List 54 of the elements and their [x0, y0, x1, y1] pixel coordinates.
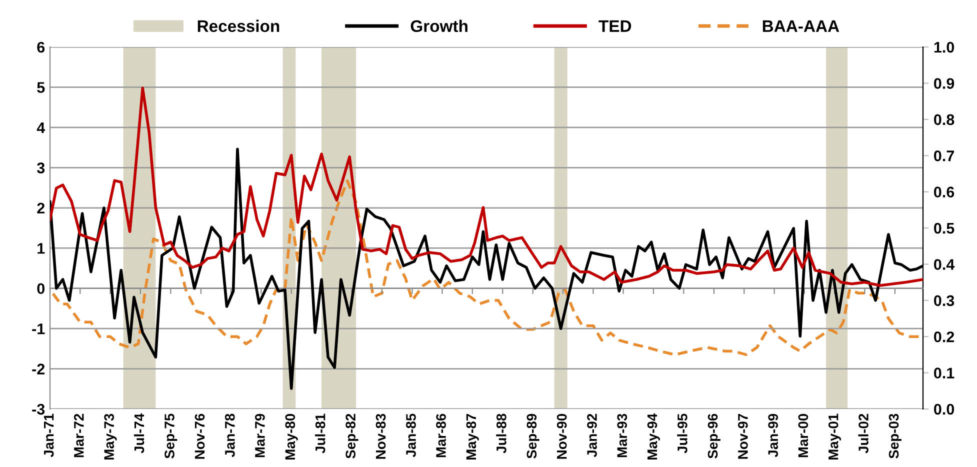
x-tick-label: Jan-92: [587, 414, 597, 458]
x-tick-label: Jul-95: [677, 414, 688, 454]
legend-label: TED: [598, 20, 632, 32]
x-tick-label: Nov-90: [556, 414, 567, 459]
y2-tick-label: 0.9: [934, 78, 954, 89]
x-tick-label: Nov-97: [738, 414, 748, 459]
y2-tick-label: 0.0: [934, 404, 954, 415]
x-tick-label: Jan-78: [224, 414, 235, 458]
y2-tick-label: 0.3: [934, 295, 954, 306]
x-tick-label: Jul-02: [858, 414, 868, 454]
x-tick-label: Sep-82: [346, 414, 358, 458]
x-tick-label: Sep-75: [164, 414, 178, 458]
y2-tick-label: 0.7: [934, 150, 954, 162]
x-tick-label: Nov-76: [194, 414, 205, 459]
x-tick-label: May-01: [828, 414, 842, 460]
x-tick-label: Mar-93: [617, 414, 628, 458]
x-tick-label: May-80: [285, 414, 298, 460]
x-tick-label: Jul-81: [315, 414, 326, 454]
x-tick-label: Mar-79: [255, 414, 265, 458]
x-tick-label: Jan-85: [406, 414, 416, 458]
y-tick-label: 3: [36, 162, 45, 174]
y-tick-label: -1: [32, 324, 45, 334]
y2-tick-label: 0.8: [934, 114, 954, 126]
x-tick-label: Sep-96: [708, 414, 720, 458]
x-tick-label: Nov-83: [376, 414, 386, 459]
x-tick-label: May-73: [104, 414, 117, 460]
x-tick-label: Mar-00: [798, 414, 808, 458]
y2-tick-label: 0.6: [934, 186, 954, 198]
y-tick-label: 5: [37, 82, 45, 93]
y-tick-label: 6: [37, 42, 45, 53]
x-tick-label: Mar-72: [74, 414, 84, 458]
legend-label: Recession: [198, 20, 280, 32]
y2-tick-label: 0.1: [934, 368, 954, 378]
y-tick-label: -2: [32, 364, 45, 374]
x-tick-label: Jul-74: [134, 413, 144, 454]
x-tick-label: Sep-03: [888, 414, 902, 458]
y2-tick-label: 1.0: [934, 42, 954, 53]
legend-label: Growth: [410, 20, 468, 32]
x-tick-label: Jan-99: [768, 414, 778, 458]
y-tick-label: -3: [32, 404, 45, 415]
x-tick-label: Mar-86: [436, 414, 446, 458]
x-tick-label: Sep-89: [526, 414, 540, 458]
y2-tick-label: 0.5: [934, 222, 954, 234]
y-tick-label: 1: [38, 243, 45, 254]
x-tick-label: May-87: [466, 414, 479, 460]
y-tick-label: 0: [37, 283, 45, 294]
x-tick-label: Jan-71: [44, 414, 54, 458]
x-tick-label: Jul-88: [496, 414, 506, 454]
y2-tick-label: 0.4: [934, 259, 955, 270]
legend-label: BAA-AAA: [762, 20, 840, 32]
y-tick-label: 2: [37, 202, 45, 214]
y2-tick-label: 0.2: [934, 331, 954, 342]
x-tick-label: May-94: [647, 413, 660, 460]
y-tick-label: 4: [36, 122, 46, 133]
